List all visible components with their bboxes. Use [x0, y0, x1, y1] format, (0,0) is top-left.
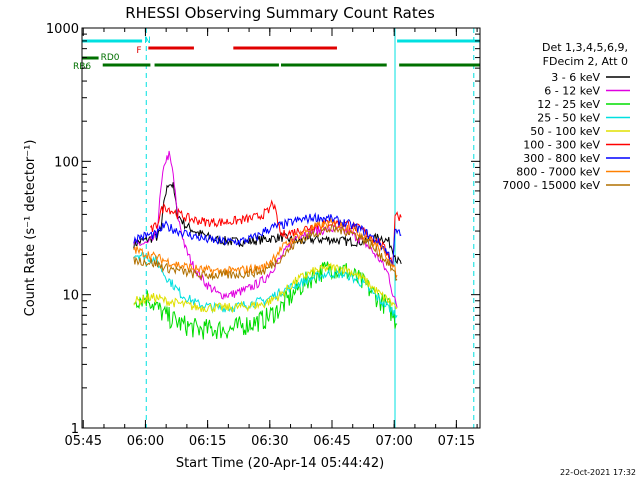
series-line-300-800-kev	[133, 212, 402, 266]
legend-label: 800 - 7000 keV	[516, 166, 600, 179]
series-line-3-6-kev	[133, 182, 402, 265]
legend-label: 12 - 25 keV	[537, 98, 600, 111]
y-tick-label: 10	[62, 289, 79, 304]
y-tick-label: 100	[54, 155, 79, 170]
legend-header-1: FDecim 2, Att 0	[543, 55, 628, 68]
y-axis-label: Count Rate (s⁻¹ detector⁻¹)	[23, 140, 38, 317]
legend-label: 100 - 300 keV	[523, 139, 600, 152]
legend-label: 50 - 100 keV	[530, 125, 600, 138]
plot-frame	[81, 27, 481, 429]
plot-axes	[81, 27, 481, 429]
legend-label: 25 - 50 keV	[537, 112, 600, 125]
y-tick-label: 1	[71, 422, 79, 437]
x-tick-label: 06:15	[189, 434, 226, 449]
x-tick-label: 07:15	[438, 434, 475, 449]
x-tick-label: 06:00	[127, 434, 164, 449]
status-label-f: F	[136, 46, 141, 56]
legend-label: 6 - 12 keV	[544, 85, 600, 98]
x-tick-label: 06:45	[313, 434, 350, 449]
series-line-12-25-kev	[133, 261, 398, 340]
x-tick-label: 05:45	[65, 434, 102, 449]
status-label-rd0: RD0	[101, 53, 120, 63]
x-tick-label: 07:00	[375, 434, 412, 449]
data-series	[133, 150, 402, 340]
chart-title: RHESSI Observing Summary Count Rates	[125, 4, 435, 22]
x-tick-label: 06:30	[251, 434, 288, 449]
legend-label: 3 - 6 keV	[551, 71, 600, 84]
legend-label: 300 - 800 keV	[523, 152, 600, 165]
series-line-25-50-kev	[133, 251, 398, 319]
legend-label: 7000 - 15000 keV	[502, 179, 600, 192]
legend: Det 1,3,4,5,6,9,FDecim 2, Att 0 3 - 6 keV…	[502, 41, 630, 192]
x-axis-label: Start Time (20-Apr-14 05:44:42)	[176, 456, 384, 471]
status-label-n: N	[144, 36, 151, 46]
legend-header-0: Det 1,3,4,5,6,9,	[542, 41, 628, 54]
series-line-100-300-kev	[149, 199, 402, 267]
footer-timestamp: 22-Oct-2021 17:32	[560, 468, 636, 477]
y-tick-label: 1000	[46, 22, 79, 37]
axis-ticks: 05:45 06:00 06:15 06:30 06:45 07:00 07:15 1 10 10…	[46, 22, 480, 449]
series-line-7000-15000-kev	[133, 224, 398, 281]
series-line-50-100-kev	[133, 262, 398, 314]
